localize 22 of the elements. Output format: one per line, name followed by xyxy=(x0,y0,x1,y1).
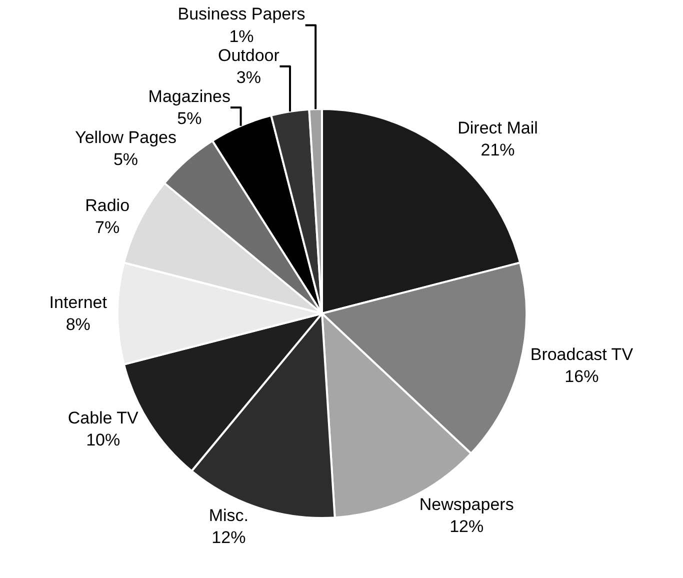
slice-label: Internet xyxy=(49,292,108,312)
slice-label: Direct Mail xyxy=(458,118,538,138)
data-label: 12% xyxy=(450,516,484,536)
data-label: 16% xyxy=(564,367,599,386)
data-label: 8% xyxy=(66,315,90,334)
data-label: 10% xyxy=(86,430,120,450)
data-label: 1% xyxy=(229,26,254,46)
data-label: 3% xyxy=(236,68,261,87)
slice-label: Cable TV xyxy=(68,408,140,428)
slice-label: Radio xyxy=(85,196,130,215)
data-label: 7% xyxy=(95,218,120,237)
slice-label: Magazines xyxy=(148,86,231,106)
data-label: 5% xyxy=(177,108,202,128)
slice-label: Misc. xyxy=(208,506,249,526)
slice-label: Newspapers xyxy=(419,494,514,514)
slice-label: Yellow Pages xyxy=(75,128,176,147)
slice-label: Business Papers xyxy=(178,4,306,24)
data-label: 12% xyxy=(212,528,246,548)
slice-label: Broadcast TV xyxy=(530,345,634,364)
data-label: 5% xyxy=(113,150,138,170)
slice-label: Outdoor xyxy=(218,46,280,65)
data-label: 21% xyxy=(480,140,515,160)
